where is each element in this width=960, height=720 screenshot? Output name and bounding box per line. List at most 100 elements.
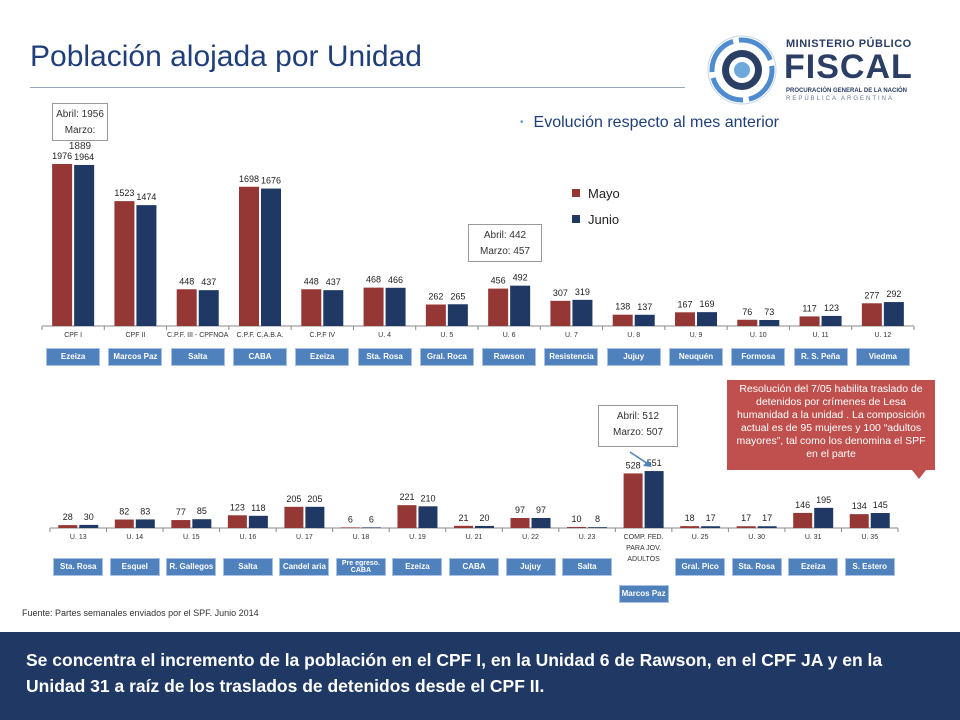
source-note: Fuente: Partes semanales enviados por el… [22,608,259,618]
location-tag: Ezeiza [46,348,101,366]
x-tick-label: U. 11 [812,332,828,339]
data-label-junio: 492 [513,273,528,283]
bar-junio [697,312,717,326]
location-tag: Esquel [109,558,160,576]
data-label-mayo: 76 [742,307,752,317]
data-label-junio: 1676 [261,176,281,186]
data-label-junio: 466 [388,275,403,285]
bar-mayo [114,519,134,528]
location-tag: Ezeiza [392,558,443,576]
location-tag: Ezeiza [295,348,350,366]
bar-junio [136,205,157,326]
x-tick-label: U. 22 [522,534,539,541]
bar-mayo [227,515,247,528]
location-tag: Sta. Rosa [731,558,782,576]
location-tag: CABA [449,558,499,576]
data-label-mayo: 82 [119,507,129,517]
location-tag: Resistencia [544,348,599,366]
data-label-mayo: 448 [179,276,194,286]
logo-line1: MINISTERIO PÚBLICO [786,38,912,50]
data-label-junio: 73 [764,307,774,317]
callout-cpf-i: Abril: 1956 Marzo: 1889 [52,103,108,152]
location-tag: Salta [562,558,613,576]
x-tick-label: C.P.F. C.A.B.A. [237,332,284,339]
bar-mayo [488,288,509,326]
data-label-mayo: 77 [176,507,186,517]
location-tag: CABA [233,348,287,366]
bar-junio [79,524,99,528]
data-label-junio: 8 [595,514,600,524]
bar-junio [644,471,664,528]
data-label-mayo: 456 [491,276,506,286]
legend-label-junio: Junio [588,211,620,227]
legend-swatch-mayo [572,189,580,197]
bar-mayo [680,526,700,528]
data-label-junio: 319 [575,287,590,297]
legend-item-mayo: Mayo [572,180,620,206]
footer-text: Se concentra el incremento de la poblaci… [26,650,883,696]
data-label-junio: 6 [369,514,374,524]
data-label-junio: 17 [706,513,716,523]
bar-mayo [363,287,384,326]
x-tick-label: U. 9 [690,332,703,339]
bar-mayo [793,512,813,528]
x-tick-label: COMP. FED. [624,534,664,541]
location-tag: Jujuy [505,558,556,576]
sun-emblem-icon [707,35,777,105]
data-label-mayo: 146 [795,500,810,510]
bar-junio [248,515,268,528]
bar-mayo [284,506,304,528]
data-label-mayo: 221 [399,492,414,502]
bar-junio [261,188,281,326]
data-label-mayo: 307 [553,288,568,298]
x-tick-label: U. 10 [750,332,767,339]
x-tick-label: U. 4 [378,332,391,339]
footer-banner [0,632,960,720]
bar-mayo [454,525,473,528]
x-tick-label: U. 19 [409,534,426,541]
bar-junio [759,320,780,326]
logo-line4: REPÚBLICA ARGENTINA [786,96,895,102]
data-label-junio: 83 [140,506,150,516]
location-tag: Salta [222,558,273,576]
x-tick-label: U. 12 [874,332,891,339]
data-label-junio: 292 [886,289,901,299]
callout-line: Abril: 442 [483,230,527,241]
data-label-mayo: 468 [366,275,381,285]
location-tag: Marcos Paz [108,348,163,366]
x-tick-label: U. 16 [239,534,256,541]
location-tag: Formosa [731,348,786,366]
data-label-junio: 20 [479,513,489,523]
data-label-mayo: 117 [802,303,816,313]
bar-mayo [612,314,633,326]
data-label-mayo: 1698 [239,174,259,184]
data-label-mayo: 448 [304,276,319,286]
bar-mayo [239,186,259,326]
x-tick-label: U. 31 [805,534,822,541]
x-tick-label: U. 14 [126,534,143,541]
data-label-mayo: 17 [741,513,751,523]
logo-line2: FISCAL [784,48,913,86]
bar-mayo [340,527,360,528]
callout-cpfja: Abril: 512 Marzo: 507 [598,405,678,447]
location-tag: Candel aria [279,558,330,576]
bar-mayo [301,289,322,326]
ministerio-logo: MINISTERIO PÚBLICO FISCAL PROCURACIÓN GE… [706,32,936,112]
data-label-junio: 437 [326,277,341,287]
bar-junio [634,314,655,326]
bar-mayo [849,514,869,528]
location-tag: Neuquén [669,348,723,366]
bar-mayo [176,289,197,326]
bar-mayo [114,201,135,326]
data-label-mayo: 134 [852,501,867,511]
data-label-mayo: 97 [515,505,525,515]
bar-junio [192,519,212,528]
data-label-junio: 17 [762,513,772,523]
data-label-junio: 265 [450,291,465,301]
data-label-mayo: 167 [677,299,692,309]
x-tick-label: CPF II [126,332,146,339]
bar-mayo [510,517,530,528]
data-label-junio: 1474 [136,192,156,202]
data-label-mayo: 277 [864,290,879,300]
legend-swatch-junio [572,215,580,223]
